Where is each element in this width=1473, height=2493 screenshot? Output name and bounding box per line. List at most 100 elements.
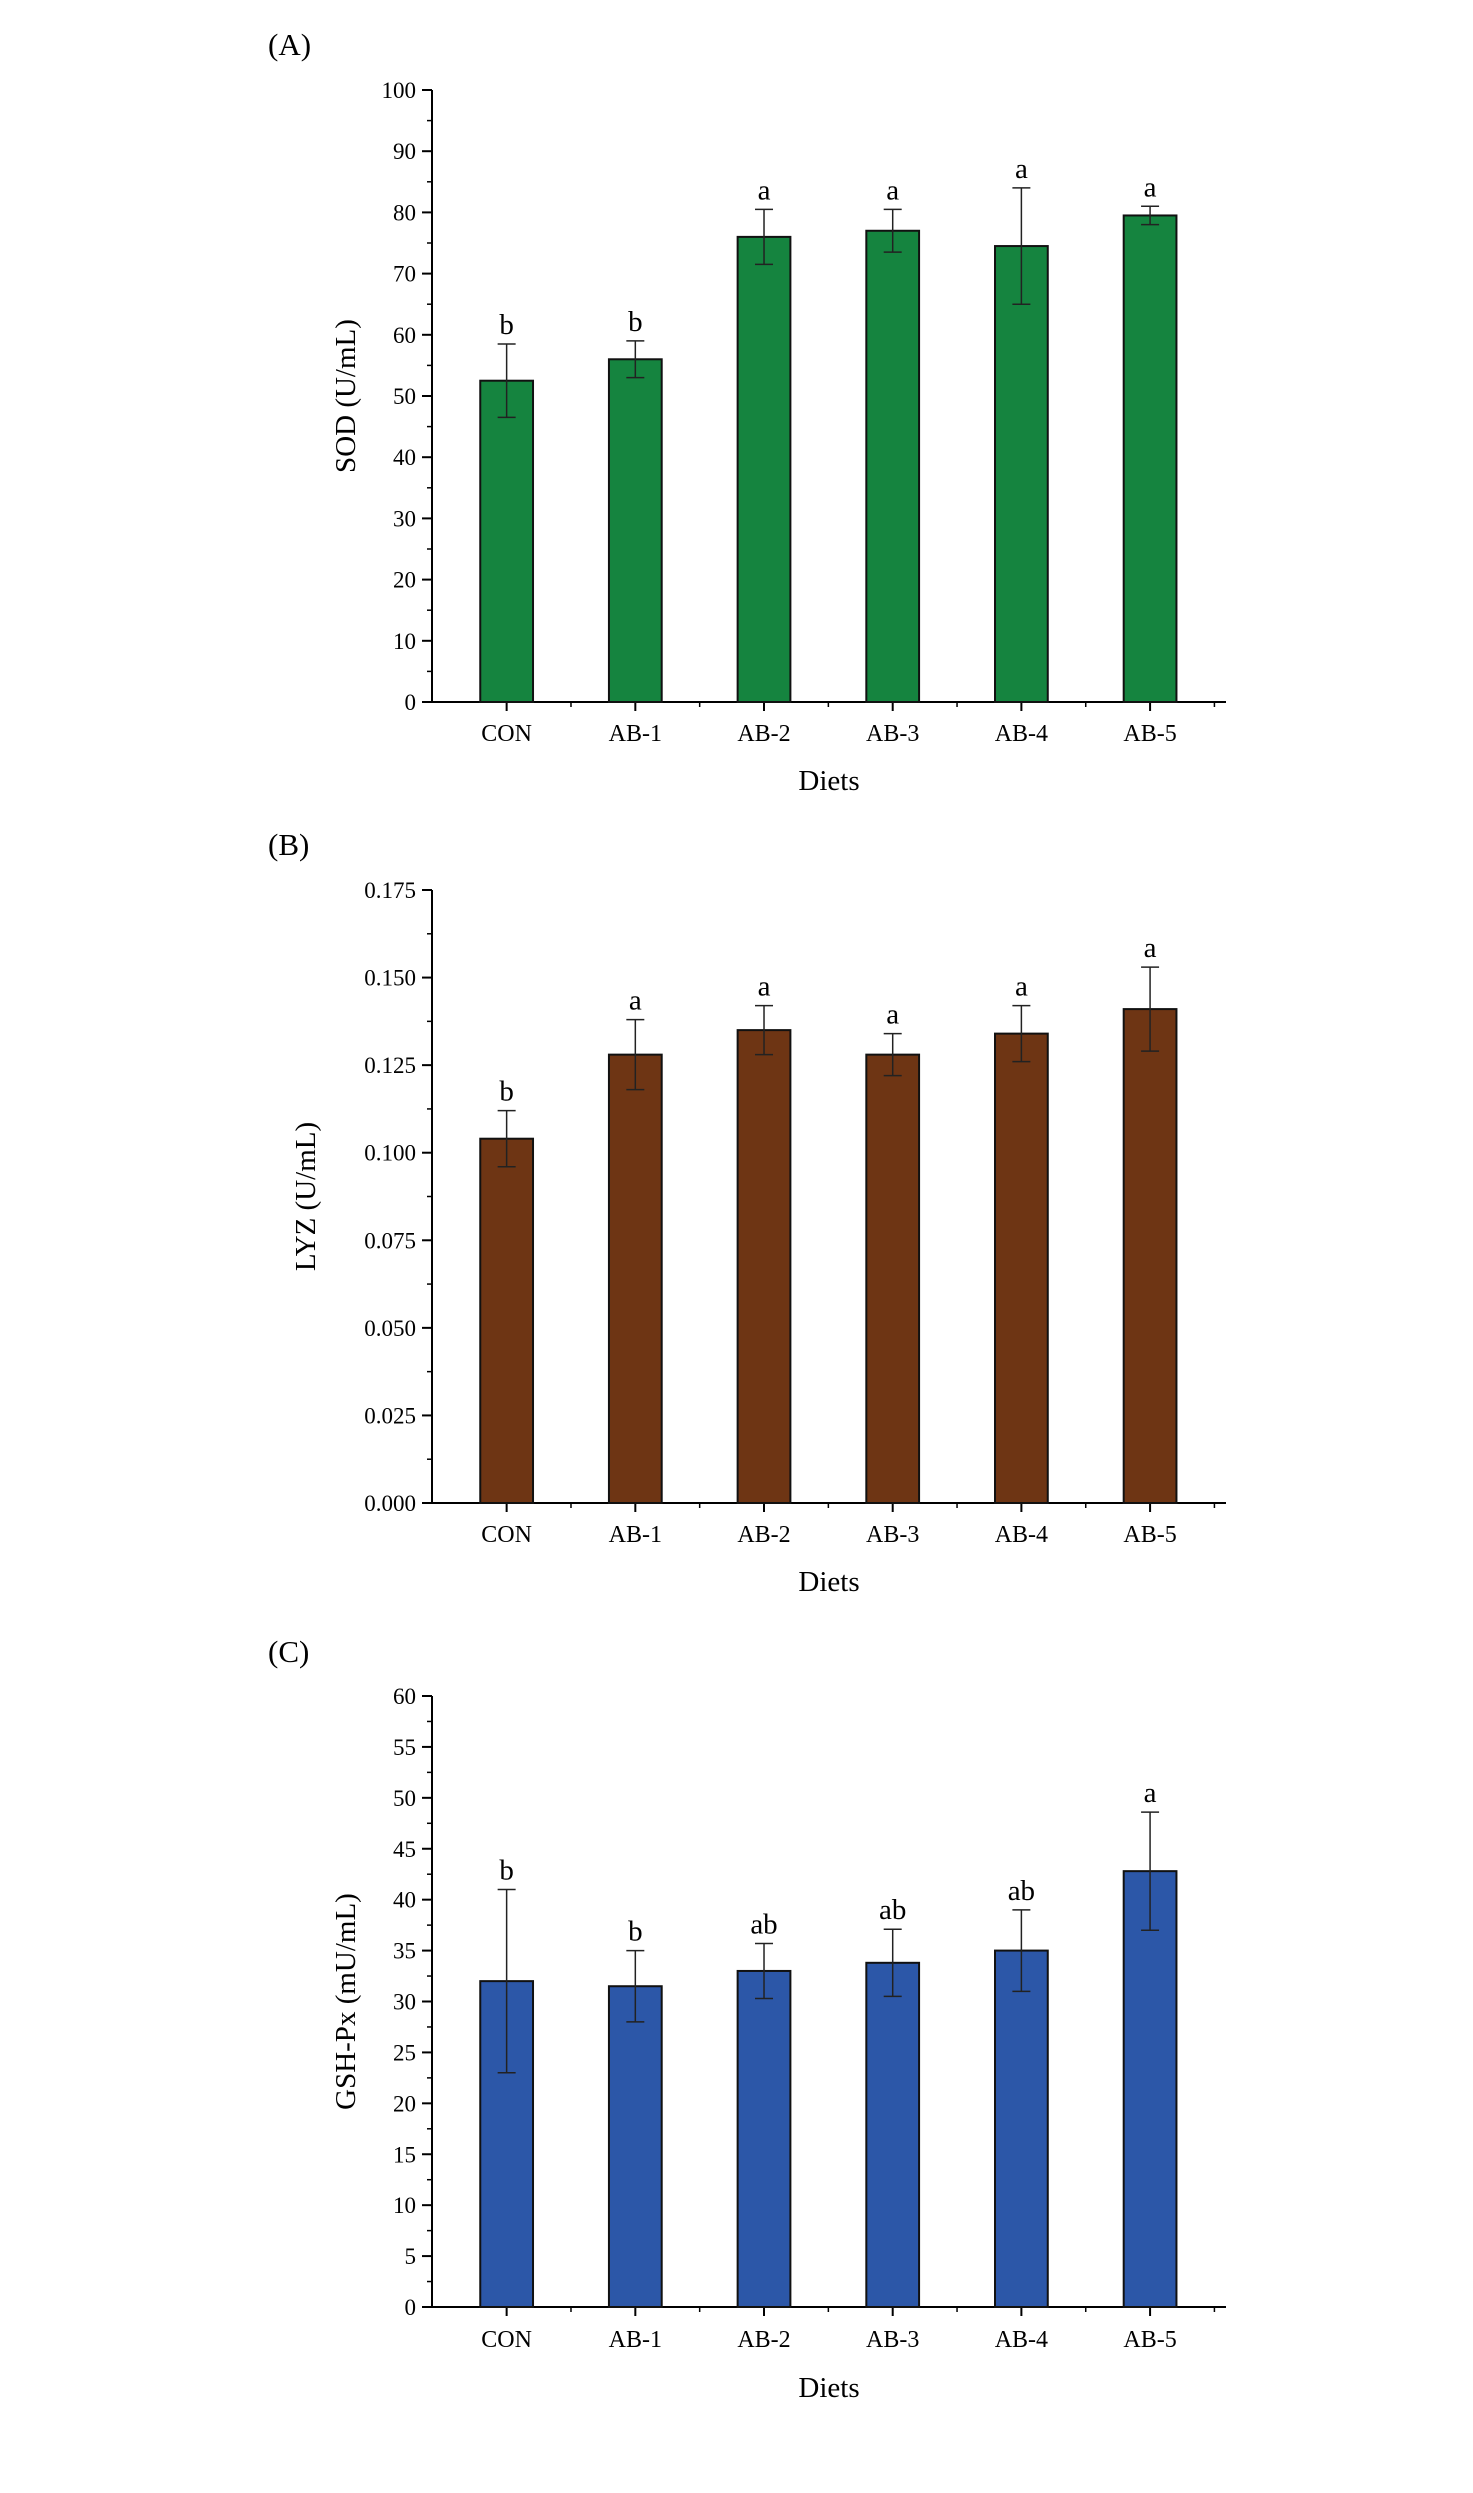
chart-b-svg: (B) 0.000 0.025 0.050 0.075 0.100 0.125 0.150 0.…: [268, 827, 1226, 1598]
y-tick-label: 40: [393, 1888, 416, 1913]
y-tick-label: 5: [405, 2244, 417, 2269]
bar-ab-1: [607, 1053, 663, 1505]
y-tick-label: 35: [393, 1939, 416, 1964]
y-tick-label: 10: [393, 629, 416, 654]
y-tick-label: 20: [393, 568, 416, 593]
x-tick-label: CON: [481, 721, 532, 747]
bar-ab-4: [994, 1949, 1049, 2308]
bar-ab-2: [736, 235, 792, 703]
x-tick-label: CON: [481, 1522, 532, 1548]
y-tick-label: 0.050: [364, 1316, 416, 1341]
bar-ab-4: [994, 1032, 1049, 1504]
y-tick-label: 100: [382, 78, 417, 103]
significance-label: b: [499, 1854, 514, 1886]
significance-label: a: [1015, 153, 1028, 185]
x-tick-label: AB-2: [737, 721, 790, 747]
y-tick-label: 50: [393, 1786, 416, 1811]
panel-label-b: (B): [268, 827, 309, 862]
y-tick-label: 0.000: [364, 1491, 416, 1516]
bar-ab-5: [1122, 1870, 1178, 2309]
y-axis-title: SOD (U/mL): [330, 319, 362, 473]
significance-label: ab: [1008, 1875, 1035, 1907]
bar-ab-1: [607, 1985, 663, 2308]
x-tick-label: AB-4: [995, 2327, 1048, 2353]
x-tick-label: AB-3: [866, 721, 919, 747]
y-tick-label: 80: [393, 200, 416, 225]
x-tick-label: AB-2: [737, 1522, 790, 1548]
y-tick-label: 50: [393, 384, 416, 409]
x-tick-label: AB-5: [1123, 2327, 1176, 2353]
y-tick-label: 0.125: [364, 1053, 416, 1078]
x-tick-label: AB-1: [609, 721, 662, 747]
bar-ab-1: [607, 358, 663, 703]
y-tick-label: 55: [393, 1735, 416, 1760]
x-tick-label: AB-5: [1123, 721, 1176, 747]
bar-ab-2: [736, 1029, 792, 1504]
bar-ab-5: [1122, 1008, 1178, 1504]
significance-label: a: [758, 971, 771, 1003]
significance-label: a: [1144, 171, 1157, 203]
y-tick-label: 0.075: [364, 1228, 416, 1253]
y-tick-label: 15: [393, 2142, 416, 2167]
significance-label: a: [758, 174, 771, 206]
y-tick-label: 0.175: [364, 878, 416, 903]
chart-panel-a: (A) 0 10 20 30 40 50 60 70 80 90 100 b CON b AB-1 a AB-2 a…: [0, 0, 1473, 800]
bar-ab-3: [865, 1961, 921, 2308]
y-tick-label: 40: [393, 445, 416, 470]
significance-label: b: [628, 1916, 643, 1948]
x-axis-title: Diets: [798, 765, 859, 797]
significance-label: a: [1015, 971, 1028, 1003]
x-axis-title: Diets: [798, 2372, 859, 2404]
bar-ab-5: [1122, 214, 1178, 704]
y-tick-label: 70: [393, 262, 416, 287]
y-tick-label: 90: [393, 139, 416, 164]
y-tick-label: 20: [393, 2091, 416, 2116]
significance-label: a: [1144, 932, 1157, 964]
significance-label: b: [499, 309, 514, 341]
y-tick-label: 10: [393, 2193, 416, 2218]
y-axis-title: LYZ (U/mL): [290, 1122, 322, 1271]
significance-label: ab: [750, 1908, 777, 1940]
x-tick-label: CON: [481, 2327, 532, 2353]
y-tick-label: 0.025: [364, 1403, 416, 1428]
y-tick-label: 60: [393, 323, 416, 348]
x-tick-label: AB-1: [609, 2327, 662, 2353]
bar-con: [479, 1137, 535, 1504]
x-tick-label: AB-5: [1123, 1522, 1176, 1548]
y-tick-label: 0.100: [364, 1141, 416, 1166]
x-tick-label: AB-1: [609, 1522, 662, 1548]
bar-ab-2: [736, 1969, 792, 2308]
significance-label: a: [1144, 1777, 1157, 1809]
y-tick-label: 30: [393, 506, 416, 531]
significance-label: b: [499, 1076, 514, 1108]
y-tick-label: 0.150: [364, 966, 416, 991]
chart-a-svg: (A) 0 10 20 30 40 50 60 70 80 90 100 b CON b AB-1 a AB-2 a…: [268, 27, 1226, 797]
x-tick-label: AB-3: [866, 2327, 919, 2353]
bar-ab-3: [865, 1053, 921, 1505]
y-tick-label: 0: [405, 690, 417, 715]
significance-label: ab: [879, 1894, 906, 1926]
y-axis-title: GSH-Px (mU/mL): [330, 1893, 362, 2110]
bar-ab-3: [865, 229, 921, 703]
significance-label: a: [886, 174, 899, 206]
x-tick-label: AB-3: [866, 1522, 919, 1548]
chart-panel-b: (B) 0.000 0.025 0.050 0.075 0.100 0.125 0.150 0.…: [0, 810, 1473, 1610]
y-tick-label: 0: [405, 2295, 417, 2320]
chart-panel-c: (C) 0 5 10 15 20 25 30 35 40 45 50 55 60 b CON b AB-1 ab AB…: [0, 1630, 1473, 2430]
significance-label: b: [628, 306, 643, 338]
bar-ab-4: [994, 245, 1049, 703]
x-tick-label: AB-4: [995, 721, 1048, 747]
y-tick-label: 60: [393, 1684, 416, 1709]
chart-c-svg: (C) 0 5 10 15 20 25 30 35 40 45 50 55 60 b CON b AB-1 ab AB…: [268, 1634, 1226, 2404]
panel-label-c: (C): [268, 1634, 309, 1669]
x-axis-title: Diets: [798, 1566, 859, 1598]
bar-con: [479, 379, 535, 703]
y-tick-label: 30: [393, 1990, 416, 2015]
significance-label: a: [629, 985, 642, 1017]
x-tick-label: AB-2: [737, 2327, 790, 2353]
panel-label-a: (A): [268, 27, 311, 62]
y-tick-label: 25: [393, 2040, 416, 2065]
x-tick-label: AB-4: [995, 1522, 1048, 1548]
significance-label: a: [886, 999, 899, 1031]
y-tick-label: 45: [393, 1837, 416, 1862]
